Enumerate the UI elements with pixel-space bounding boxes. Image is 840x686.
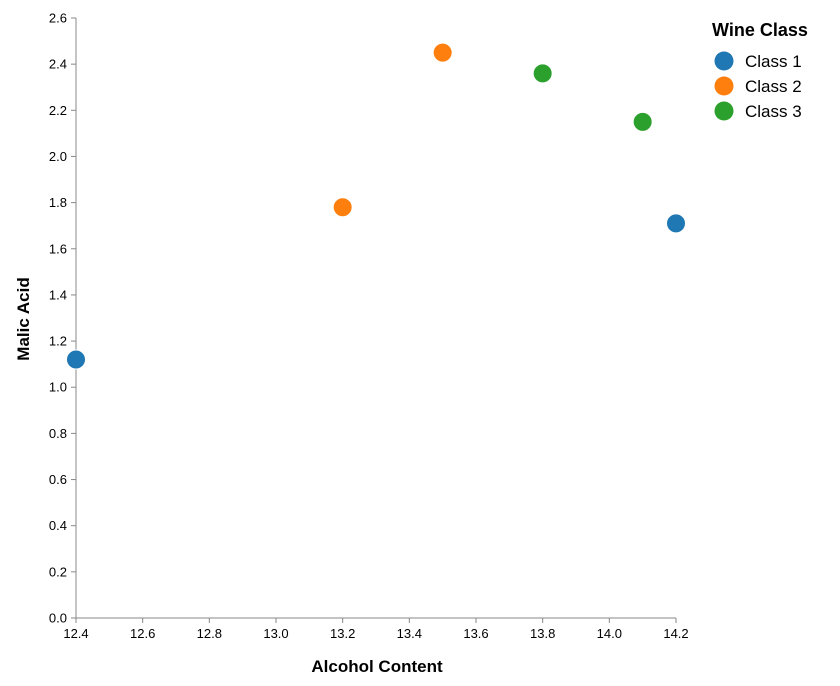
y-tick-label: 0.0 [49, 611, 67, 626]
y-axis: 0.0 0.2 0.4 0.6 0.8 1.0 1.2 1.4 1.6 1.8 2.0 2.2 2.4 2… [49, 11, 77, 626]
x-axis: 12.4 12.6 12.8 13.0 13.2 13.4 13.6 13.8 14.0 14.2 [63, 617, 689, 641]
y-tick-label: 1.6 [49, 241, 67, 256]
legend-swatch [714, 101, 734, 121]
data-point [432, 42, 453, 63]
y-tick-label: 1.0 [49, 380, 67, 395]
legend-title: Wine Class [712, 20, 808, 40]
legend-swatch [714, 51, 734, 71]
y-tick-label: 2.4 [49, 57, 67, 72]
data-points [66, 42, 686, 370]
x-tick-label: 13.8 [530, 626, 555, 641]
x-tick-label: 13.6 [463, 626, 488, 641]
legend-swatch [714, 76, 734, 96]
x-tick-label: 14.2 [663, 626, 688, 641]
x-axis-title: Alcohol Content [311, 657, 443, 676]
x-tick-label: 13.4 [397, 626, 422, 641]
y-axis-title: Malic Acid [14, 277, 33, 360]
x-tick-label: 12.6 [130, 626, 155, 641]
legend-label: Class 3 [745, 102, 802, 121]
y-tick-label: 2.2 [49, 103, 67, 118]
x-tick-label: 13.2 [330, 626, 355, 641]
y-tick-label: 0.8 [49, 426, 67, 441]
x-tick-label: 13.0 [263, 626, 288, 641]
legend-label: Class 2 [745, 77, 802, 96]
y-tick-label: 1.4 [49, 287, 67, 302]
y-tick-label: 2.6 [49, 11, 67, 26]
x-tick-label: 12.4 [63, 626, 88, 641]
legend: Wine Class Class 1 Class 2 Class 3 [712, 20, 808, 121]
y-tick-label: 0.2 [49, 564, 67, 579]
y-tick-label: 2.0 [49, 149, 67, 164]
data-point [666, 213, 686, 234]
y-tick-label: 0.6 [49, 472, 67, 487]
x-tick-label: 14.0 [597, 626, 622, 641]
data-point [66, 349, 86, 370]
data-point [632, 111, 653, 132]
y-tick-label: 1.8 [49, 195, 67, 210]
legend-label: Class 1 [745, 52, 802, 71]
y-tick-label: 0.4 [49, 518, 67, 533]
y-tick-label: 1.2 [49, 334, 67, 349]
data-point [532, 63, 553, 84]
x-tick-label: 12.8 [197, 626, 222, 641]
data-point [332, 197, 353, 218]
